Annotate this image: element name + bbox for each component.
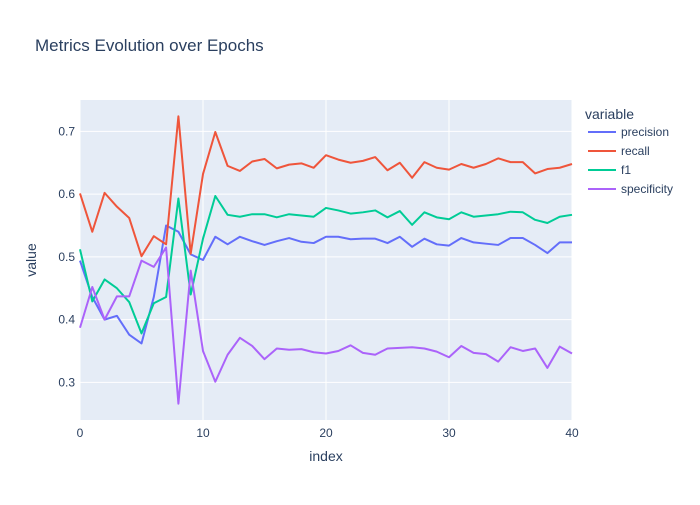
series-lines xyxy=(79,115,573,405)
x-tick-label: 30 xyxy=(442,426,456,440)
x-tick-label: 10 xyxy=(196,426,210,440)
x-tick-label: 20 xyxy=(319,426,333,440)
y-tick-label: 0.7 xyxy=(58,124,75,138)
legend-item-precision[interactable]: precision xyxy=(588,125,669,139)
legend-label: precision xyxy=(621,125,669,139)
legend-item-f1[interactable]: f1 xyxy=(588,163,631,177)
series-line-specificity xyxy=(79,246,573,405)
series-line-f1 xyxy=(79,195,573,335)
y-axis-title: value xyxy=(23,243,39,277)
legend-title: variable xyxy=(585,106,634,122)
chart-title: Metrics Evolution over Epochs xyxy=(35,36,264,55)
series-line-precision xyxy=(79,224,572,345)
legend-item-specificity[interactable]: specificity xyxy=(588,182,673,196)
y-tick-label: 0.4 xyxy=(58,313,75,327)
legend[interactable]: variable precision recall f1 specificity xyxy=(585,106,673,196)
legend-label: recall xyxy=(621,144,650,158)
legend-item-recall[interactable]: recall xyxy=(588,144,650,158)
series-line-recall xyxy=(79,115,573,258)
y-tick-label: 0.6 xyxy=(58,187,75,201)
legend-items[interactable]: precision recall f1 specificity xyxy=(588,125,673,196)
x-axis-title: index xyxy=(309,448,342,464)
legend-label: specificity xyxy=(621,182,673,196)
y-tick-label: 0.3 xyxy=(58,375,75,389)
x-tick-label: 40 xyxy=(565,426,579,440)
y-tick-label: 0.5 xyxy=(58,250,75,264)
tick-labels: 0 10 20 30 40 0.3 0.4 0.5 0.6 0.7 xyxy=(58,124,579,440)
legend-label: f1 xyxy=(621,163,631,177)
x-tick-label: 0 xyxy=(77,426,84,440)
